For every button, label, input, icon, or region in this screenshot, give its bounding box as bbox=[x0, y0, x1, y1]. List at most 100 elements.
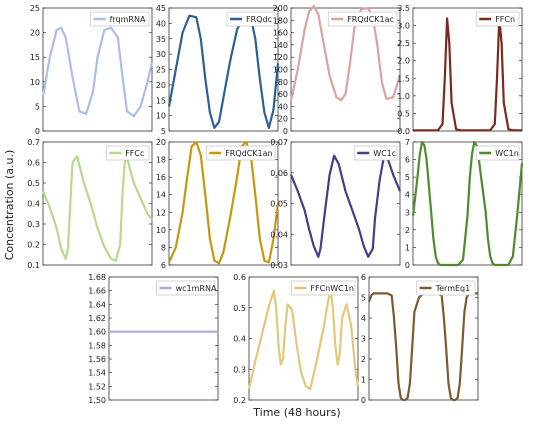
legend-box bbox=[416, 280, 476, 296]
y-tick-label: 180 bbox=[273, 16, 288, 25]
panel-wc1n: 0 1 2 3 4 5 6 7 WC1n bbox=[405, 138, 524, 270]
y-tick-label: 14 bbox=[156, 191, 166, 200]
y-tick-label: 15 bbox=[156, 96, 166, 105]
y-tick-label: 7 bbox=[405, 138, 410, 147]
legend-box bbox=[90, 11, 150, 27]
legend: FFCnWC1n bbox=[291, 280, 356, 296]
x-axis-title: Time (48 hours) bbox=[252, 406, 340, 419]
legend-box bbox=[475, 11, 520, 27]
y-tick-label: 5 bbox=[161, 127, 166, 136]
y-tick-label: 1.52 bbox=[88, 382, 106, 391]
y-tick-label: 1.68 bbox=[88, 273, 106, 282]
legend-label: WC1c bbox=[373, 149, 396, 158]
legend-label: FFCc bbox=[125, 149, 144, 158]
series-line-frqdck1an bbox=[167, 140, 280, 265]
chart-panels: 0510152025frqmRNA51015202530354045FRQdc0… bbox=[27, 4, 524, 405]
y-tick-label: 3 bbox=[405, 208, 410, 217]
series-line-frqdck1ac bbox=[289, 5, 402, 102]
y-tick-label: 0.5 bbox=[397, 109, 410, 118]
legend-label: FRQdCK1ac bbox=[347, 15, 394, 24]
plot-area bbox=[412, 7, 523, 132]
y-tick-label: 3.5 bbox=[397, 4, 410, 13]
y-tick-label: 25 bbox=[156, 66, 166, 75]
y-tick-label: 45 bbox=[156, 4, 166, 13]
y-tick-label: 0.03 bbox=[270, 261, 288, 270]
y-tick-label: 16 bbox=[156, 173, 166, 182]
y-tick-label: 0.6 bbox=[27, 159, 40, 168]
legend-label: frqmRNA bbox=[110, 15, 146, 24]
y-tick-label: 4 bbox=[361, 314, 366, 323]
y-tick-label: 30 bbox=[156, 50, 166, 59]
legend: frqmRNA bbox=[90, 11, 150, 27]
legend: FRQdCK1an bbox=[205, 145, 276, 161]
y-tick-label: 1.56 bbox=[88, 355, 106, 364]
y-tick-label: 10 bbox=[156, 112, 166, 121]
y-tick-label: 0.4 bbox=[233, 335, 246, 344]
y-tick-label: 25 bbox=[30, 4, 40, 13]
y-tick-label: 15 bbox=[30, 53, 40, 62]
y-tick-label: 1.0 bbox=[397, 92, 410, 101]
y-tick-label: 20 bbox=[156, 138, 166, 147]
panel-wc1mrna: 1.50 1.52 1.54 1.56 1.58 1.60 1.62 1.64 1.66 1.68… bbox=[88, 273, 219, 405]
y-tick-label: 40 bbox=[278, 102, 288, 111]
legend-box bbox=[291, 280, 356, 296]
y-tick-label: 6 bbox=[405, 156, 410, 165]
y-tick-label: 0.2 bbox=[27, 241, 40, 250]
panel-frqdck1an: 6 8 10 12 14 16 18 20 FRQdCK1an bbox=[156, 138, 280, 270]
y-tick-label: 0.5 bbox=[233, 304, 246, 313]
y-tick-label: 100 bbox=[273, 66, 288, 75]
panel-frqdck1ac: 0 20 40 60 80 100 120 140 160 180 200 FRQdCK1ac bbox=[273, 4, 402, 136]
y-tick-label: 5 bbox=[405, 173, 410, 182]
y-tick-label: 40 bbox=[156, 19, 166, 28]
y-tick-label: 0.1 bbox=[27, 261, 40, 270]
legend-label: WC1n bbox=[495, 149, 519, 158]
y-tick-label: 1.64 bbox=[88, 300, 106, 309]
y-tick-label: 1.62 bbox=[88, 314, 106, 323]
y-tick-label: 1.60 bbox=[88, 328, 106, 337]
series-line-wc1n bbox=[411, 140, 524, 267]
y-tick-label: 0.3 bbox=[27, 220, 40, 229]
y-tick-label: 0.04 bbox=[270, 230, 288, 239]
legend-label: FRQdc bbox=[246, 15, 272, 24]
series-line-frqdc bbox=[167, 14, 280, 129]
legend-box bbox=[475, 145, 520, 161]
legend-box bbox=[327, 11, 398, 27]
y-tick-label: 0.0 bbox=[397, 127, 410, 136]
y-tick-label: 3 bbox=[361, 335, 366, 344]
legend-box bbox=[353, 145, 398, 161]
y-tick-label: 0 bbox=[405, 261, 410, 270]
legend: WC1n bbox=[475, 145, 520, 161]
y-tick-label: 12 bbox=[156, 208, 166, 217]
panel-frqmrna: 0 5 10 15 20 25 frqmRNA bbox=[30, 4, 154, 136]
y-tick-label: 1.50 bbox=[88, 396, 106, 405]
legend: FFCn bbox=[475, 11, 520, 27]
legend: wc1mRNA bbox=[156, 280, 217, 296]
y-tick-label: 1.5 bbox=[397, 74, 410, 83]
panel-frqdc: 5 10 15 20 25 30 35 40 45 FRQdc bbox=[156, 4, 280, 136]
panel-ffcc: 0.1 0.2 0.3 0.4 0.5 0.6 0.7 FFCc bbox=[27, 138, 153, 270]
y-tick-label: 0.05 bbox=[270, 200, 288, 209]
y-tick-label: 140 bbox=[273, 41, 288, 50]
y-tick-label: 2 bbox=[361, 355, 366, 364]
plot-area bbox=[42, 141, 153, 266]
legend: FRQdc bbox=[226, 11, 276, 27]
y-tick-label: 2 bbox=[405, 226, 410, 235]
series-line-ffcn bbox=[413, 17, 522, 132]
legend: FFCc bbox=[105, 145, 150, 161]
plot-area bbox=[108, 276, 219, 401]
y-tick-label: 0 bbox=[35, 127, 40, 136]
y-tick-label: 1 bbox=[405, 243, 410, 252]
legend-label: FFCnWC1n bbox=[310, 284, 354, 293]
panel-wc1c: 0.03 0.04 0.05 0.06 0.07 WC1c bbox=[270, 138, 402, 270]
legend-box bbox=[105, 145, 150, 161]
y-tick-label: 5 bbox=[35, 102, 40, 111]
y-axis-title: Concentration (a.u.) bbox=[3, 150, 16, 261]
y-tick-label: 4 bbox=[405, 191, 410, 200]
y-tick-label: 10 bbox=[156, 226, 166, 235]
legend-box bbox=[226, 11, 276, 27]
y-tick-label: 20 bbox=[30, 29, 40, 38]
y-tick-label: 3.0 bbox=[397, 22, 410, 31]
y-tick-label: 60 bbox=[278, 90, 288, 99]
series-line-wc1c bbox=[289, 154, 402, 258]
